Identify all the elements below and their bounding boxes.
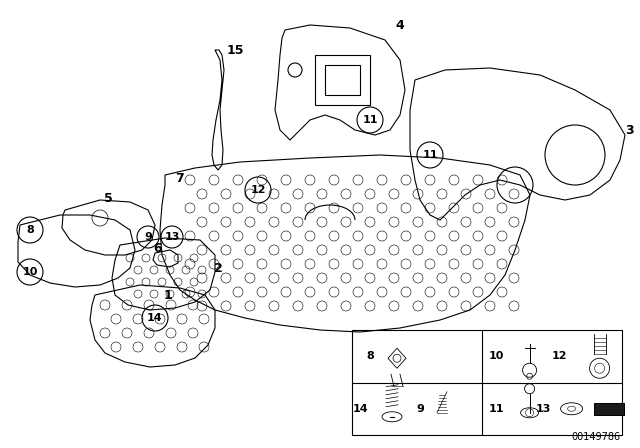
Text: 13: 13 (536, 404, 551, 414)
Text: 11: 11 (422, 150, 438, 160)
Text: 10: 10 (489, 351, 504, 361)
Text: 3: 3 (626, 124, 634, 137)
Text: 9: 9 (144, 232, 152, 242)
Text: 8: 8 (366, 351, 374, 361)
Text: 5: 5 (104, 191, 113, 204)
Text: 12: 12 (250, 185, 266, 195)
Text: 9: 9 (416, 404, 424, 414)
Text: 6: 6 (154, 241, 163, 254)
Text: 1: 1 (164, 289, 172, 302)
Text: 11: 11 (489, 404, 504, 414)
Text: 12: 12 (552, 351, 567, 361)
Text: 14: 14 (352, 404, 368, 414)
Bar (594, 403, 623, 415)
Text: 4: 4 (396, 18, 404, 31)
Text: 8: 8 (26, 225, 34, 235)
Bar (594, 403, 623, 415)
Text: 14: 14 (147, 313, 163, 323)
Text: 00149786: 00149786 (571, 432, 620, 442)
Text: 2: 2 (214, 262, 222, 275)
Text: 13: 13 (164, 232, 180, 242)
Text: 11: 11 (362, 115, 378, 125)
Text: 10: 10 (22, 267, 38, 277)
Bar (352, 330, 622, 435)
Text: 15: 15 (227, 43, 244, 56)
Text: 7: 7 (175, 172, 184, 185)
